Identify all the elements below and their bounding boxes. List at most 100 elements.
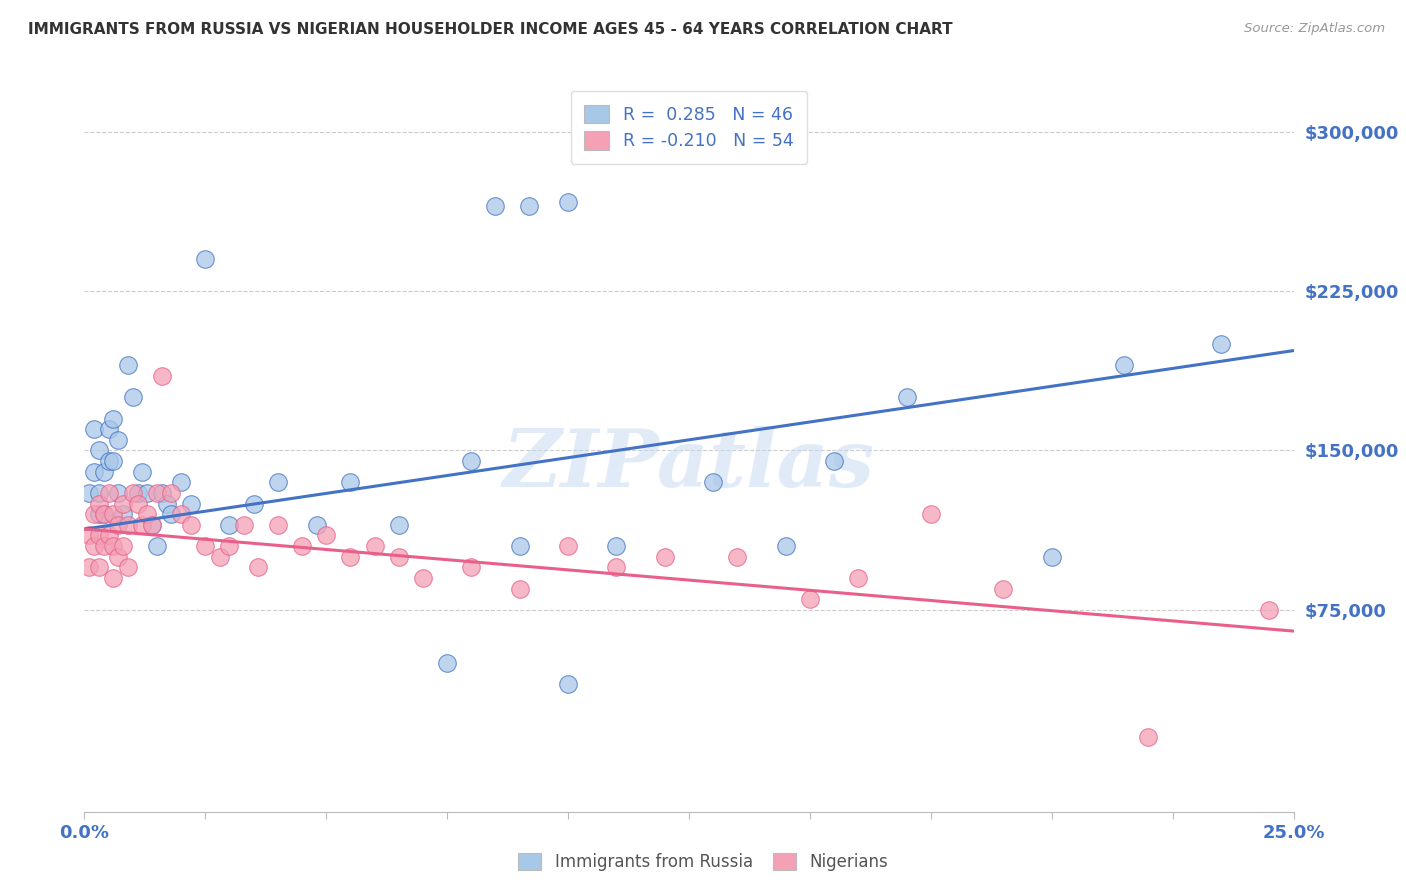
Text: Source: ZipAtlas.com: Source: ZipAtlas.com (1244, 22, 1385, 36)
Point (557, 539, 579, 553)
Point (103, 454, 125, 468)
Point (305, 517, 328, 532)
Text: IMMIGRANTS FROM RUSSIA VS NIGERIAN HOUSEHOLDER INCOME AGES 45 - 64 YEARS CORRELA: IMMIGRANTS FROM RUSSIA VS NIGERIAN HOUSE… (28, 22, 953, 37)
Point (896, 390, 918, 404)
Point (993, 582, 1015, 596)
Point (194, 539, 217, 553)
Point (605, 539, 627, 553)
Point (460, 560, 482, 574)
Point (112, 507, 135, 521)
Point (97, 454, 120, 468)
Point (136, 486, 159, 500)
Point (1137, 731, 1160, 745)
Point (388, 549, 411, 564)
Point (339, 549, 361, 564)
Point (141, 517, 163, 532)
Point (339, 475, 361, 490)
Point (702, 475, 724, 490)
Point (107, 433, 129, 447)
Point (136, 507, 159, 521)
Point (823, 454, 845, 468)
Point (155, 497, 177, 511)
Point (150, 369, 173, 384)
Point (83, 465, 105, 479)
Point (87, 507, 110, 521)
Point (194, 252, 217, 267)
Point (93, 507, 115, 521)
Point (1209, 337, 1232, 351)
Point (87, 443, 110, 458)
Point (97, 422, 120, 436)
Point (315, 528, 337, 542)
Legend: Immigrants from Russia, Nigerians: Immigrants from Russia, Nigerians (509, 845, 897, 880)
Point (388, 517, 411, 532)
Point (107, 549, 129, 564)
Point (127, 486, 149, 500)
Point (1114, 359, 1136, 373)
Point (107, 486, 129, 500)
Point (775, 539, 797, 553)
Point (117, 560, 139, 574)
Legend: R =  0.285   N = 46, R = -0.210   N = 54: R = 0.285 N = 46, R = -0.210 N = 54 (571, 91, 807, 164)
Point (146, 539, 169, 553)
Point (146, 486, 169, 500)
Point (160, 507, 183, 521)
Point (131, 517, 153, 532)
Point (83, 422, 105, 436)
Point (97, 528, 120, 542)
Point (103, 411, 125, 425)
Point (233, 517, 256, 532)
Point (436, 656, 458, 670)
Point (121, 486, 143, 500)
Point (83, 507, 105, 521)
Point (93, 465, 115, 479)
Point (218, 539, 240, 553)
Point (77, 528, 100, 542)
Point (170, 475, 193, 490)
Point (131, 465, 153, 479)
Point (93, 539, 115, 553)
Point (1258, 603, 1281, 617)
Point (654, 549, 676, 564)
Point (180, 517, 202, 532)
Point (799, 592, 821, 607)
Point (103, 507, 125, 521)
Point (170, 507, 193, 521)
Point (112, 539, 135, 553)
Point (87, 486, 110, 500)
Point (557, 194, 579, 209)
Point (291, 539, 314, 553)
Point (107, 517, 129, 532)
Point (83, 539, 105, 553)
Point (509, 539, 531, 553)
Point (103, 539, 125, 553)
Point (920, 507, 942, 521)
Text: ZIPatlas: ZIPatlas (503, 426, 875, 504)
Point (484, 199, 506, 213)
Point (517, 199, 540, 213)
Point (242, 497, 264, 511)
Point (557, 677, 579, 691)
Point (363, 539, 385, 553)
Point (218, 517, 240, 532)
Point (141, 517, 163, 532)
Point (725, 549, 748, 564)
Point (87, 528, 110, 542)
Point (97, 486, 120, 500)
Point (460, 454, 482, 468)
Point (605, 560, 627, 574)
Point (103, 571, 125, 585)
Point (150, 486, 173, 500)
Point (77, 486, 100, 500)
Point (180, 497, 202, 511)
Point (267, 517, 290, 532)
Point (208, 549, 231, 564)
Point (127, 497, 149, 511)
Point (509, 582, 531, 596)
Point (87, 497, 110, 511)
Point (267, 475, 290, 490)
Point (112, 497, 135, 511)
Point (121, 390, 143, 404)
Point (247, 560, 270, 574)
Point (160, 486, 183, 500)
